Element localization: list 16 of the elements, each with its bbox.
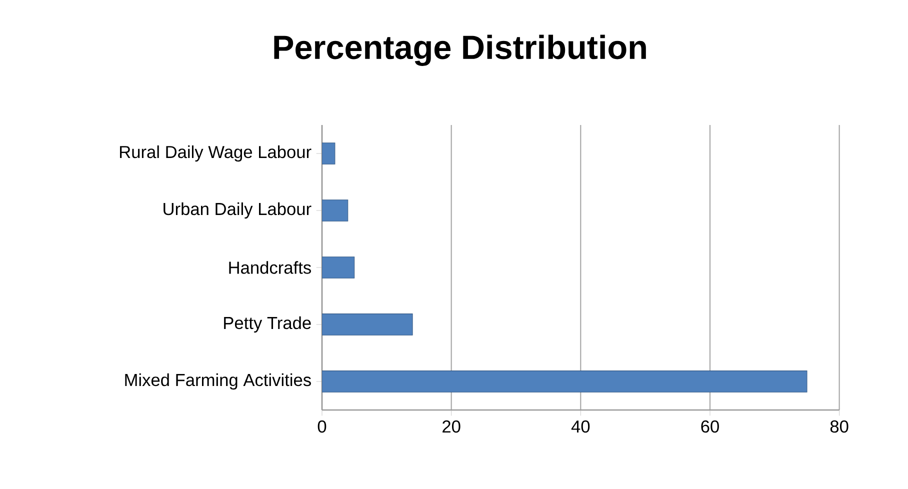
y-tick-label: Handcrafts [229,261,311,274]
bar [322,370,808,392]
bar [322,200,348,222]
y-tick-label: Petty Trade [224,316,311,333]
bar [322,142,335,164]
x-tick-label: 80 [830,420,848,433]
x-tick-label: 0 [318,420,326,433]
y-tick-label: Mixed Farming Activities [125,373,311,390]
bar [322,256,355,278]
y-tick-label: Rural Daily Wage Labour [120,145,312,162]
y-tick-label: Urban Daily Labour [164,202,312,219]
chart-title: Percentage Distribution [274,34,646,66]
x-tick-label: 40 [571,420,590,433]
x-tick-label: 20 [442,420,460,433]
x-tick-label: 60 [701,420,719,433]
bar [322,314,413,336]
